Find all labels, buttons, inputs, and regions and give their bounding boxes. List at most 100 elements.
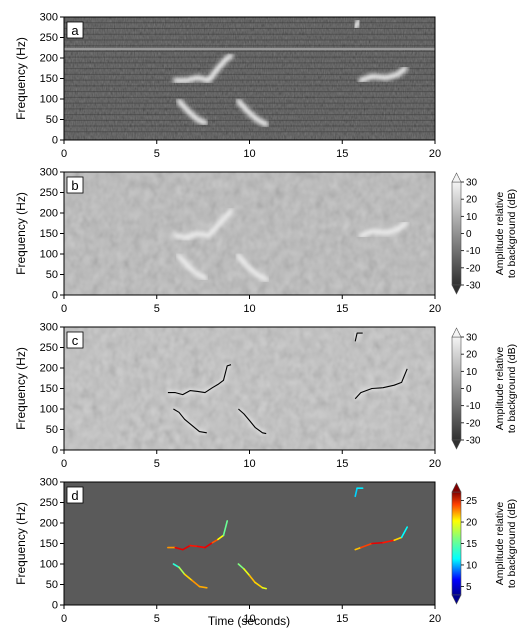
colorbar-tick-label: 0 <box>466 384 472 395</box>
x-tick-label: 0 <box>61 613 67 625</box>
colorbar-tick-label: 30 <box>466 333 478 344</box>
y-axis-title: Frequency (Hz) <box>14 192 28 275</box>
colorbar-tick-label: 10 <box>466 367 478 378</box>
trace-segment <box>354 546 362 551</box>
y-tick-label: 100 <box>40 249 58 261</box>
trace-segment <box>217 534 225 541</box>
panel-label-box <box>66 176 84 194</box>
trace-segment <box>191 579 201 588</box>
colorbar-tick-label: 15 <box>466 539 478 550</box>
trace-segment <box>359 542 373 549</box>
y-tick-label: 300 <box>40 477 58 489</box>
colorbar-title-line1: Amplitude relative <box>494 192 506 276</box>
y-axis-title: Frequency (Hz) <box>14 37 28 120</box>
y-tick-label: 100 <box>40 404 58 416</box>
call-signal <box>352 18 362 30</box>
colorbar-max-arrow <box>451 172 462 183</box>
y-tick-label: 100 <box>40 94 58 106</box>
x-tick-label: 15 <box>336 148 348 160</box>
y-tick-label: 0 <box>52 290 58 302</box>
x-tick-label: 0 <box>61 303 67 315</box>
panel-label: d <box>71 488 78 503</box>
colorbar-max-arrow <box>451 327 462 338</box>
y-tick-label: 250 <box>40 342 58 354</box>
x-tick-label: 10 <box>243 303 255 315</box>
colorbar: 5 10 15 20 25 Amplitude relative to background… <box>451 482 518 605</box>
colorbar-gradient <box>451 491 462 596</box>
colorbar-tick-label: -10 <box>466 401 481 412</box>
y-tick-label: 0 <box>52 600 58 612</box>
call-trace <box>238 408 267 435</box>
trace-segment <box>371 541 384 545</box>
colorbar-tick-label: -30 <box>466 281 481 292</box>
x-tick-label: 20 <box>429 148 441 160</box>
panel-label-box <box>66 486 84 504</box>
y-tick-label: 250 <box>40 32 58 44</box>
panel-a: a 0 50 100 150 200 250 300 0 5 10 15 20 Frequency (Hz… <box>14 12 441 161</box>
call-signal <box>235 98 269 127</box>
y-tick-label: 50 <box>46 579 58 591</box>
trace-segment <box>237 563 245 570</box>
trace-segment <box>174 546 184 551</box>
colorbar: -30 -20 -10 0 10 20 30 Amplitude relative to bac… <box>451 172 518 295</box>
colorbar-tick-label: -30 <box>466 436 481 447</box>
call-signal <box>235 253 269 282</box>
plot-area <box>167 487 408 590</box>
call-signal <box>176 98 208 126</box>
call-signal <box>358 65 408 83</box>
x-tick-label: 20 <box>429 303 441 315</box>
call-trace <box>167 364 232 396</box>
trace-segment <box>204 541 214 549</box>
call-trace <box>354 332 363 342</box>
trace-segment <box>248 574 256 584</box>
x-tick-label: 0 <box>61 458 67 470</box>
x-tick-label: 20 <box>429 613 441 625</box>
x-tick-label: 15 <box>336 458 348 470</box>
panel-d: d 0 50 100 150 200 250 300 0 5 10 15 20 Frequency (Hz… <box>14 477 518 626</box>
panel-label-box <box>66 21 84 39</box>
colorbar-title-line2: to background (dB) <box>506 499 518 588</box>
colorbar-tick-label: 20 <box>466 195 478 206</box>
colorbar-title-line2: to background (dB) <box>506 344 518 433</box>
x-tick-label: 5 <box>154 613 160 625</box>
colorbar-min-arrow <box>451 594 462 605</box>
x-tick-label: 5 <box>154 148 160 160</box>
trace-segment <box>354 487 358 498</box>
y-tick-label: 300 <box>40 322 58 334</box>
y-tick-label: 300 <box>40 12 58 24</box>
y-tick-label: 150 <box>40 73 58 85</box>
colorbar-title-line2: to background (dB) <box>506 189 518 278</box>
trace-segment <box>181 544 191 551</box>
colorbar-tick-label: -10 <box>466 246 481 257</box>
y-axis-title: Frequency (Hz) <box>14 502 28 585</box>
y-tick-label: 300 <box>40 167 58 179</box>
trace-segment <box>393 536 403 542</box>
colorbar-tick-label: 20 <box>466 350 478 361</box>
plot-area <box>64 17 435 140</box>
panel-label: c <box>72 333 79 348</box>
trace-segment <box>400 526 408 539</box>
trace-segment <box>189 544 199 548</box>
trace-segment <box>254 581 264 589</box>
call-trace <box>173 408 207 434</box>
x-axis-title: Time (seconds) <box>208 614 290 628</box>
x-tick-label: 5 <box>154 303 160 315</box>
trace-segment <box>172 563 180 569</box>
colorbar-tick-label: 0 <box>466 229 472 240</box>
x-tick-label: 0 <box>61 148 67 160</box>
x-tick-label: 10 <box>243 458 255 470</box>
y-tick-label: 150 <box>40 538 58 550</box>
y-tick-label: 250 <box>40 497 58 509</box>
colorbar-tick-label: -20 <box>466 263 481 274</box>
panel-label: a <box>71 23 79 38</box>
colorbar-gradient <box>451 336 462 441</box>
x-tick-label: 10 <box>243 148 255 160</box>
colorbar-max-arrow <box>451 482 462 493</box>
colorbar-tick-label: 10 <box>466 212 478 223</box>
y-tick-label: 200 <box>40 208 58 220</box>
panel-label: b <box>71 178 78 193</box>
y-tick-label: 150 <box>40 383 58 395</box>
